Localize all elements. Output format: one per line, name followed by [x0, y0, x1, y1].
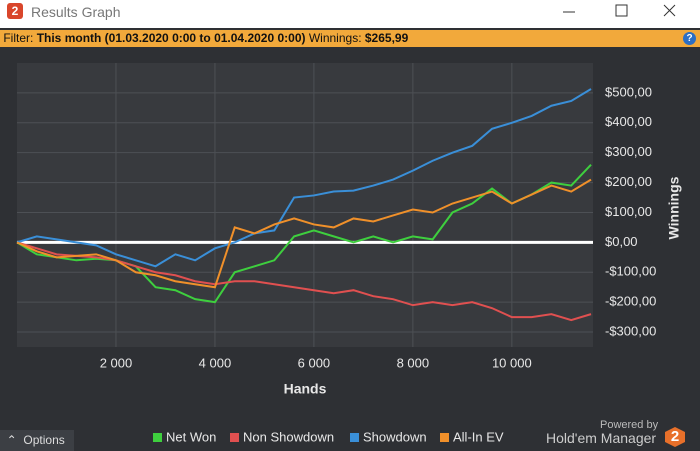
plot-area: [17, 63, 593, 347]
app-icon: 2: [7, 3, 23, 19]
y-tick-label: $200,00: [605, 174, 652, 189]
filter-bar: Filter: This month (01.03.2020 0:00 to 0…: [0, 30, 700, 47]
x-tick-label: 10 000: [492, 355, 532, 370]
x-axis-label: Hands: [284, 381, 327, 397]
y-tick-label: -$300,00: [605, 323, 656, 338]
x-tick-label: 8 000: [397, 355, 430, 370]
close-button[interactable]: [663, 4, 676, 17]
brand: Hold'em Manager: [546, 430, 657, 446]
winnings-value: $265,99: [364, 31, 409, 45]
y-tick-label: $100,00: [605, 204, 652, 219]
legend-swatch: [153, 433, 162, 442]
y-tick-label: -$100,00: [605, 264, 656, 279]
options-label: Options: [23, 433, 65, 447]
legend-swatch: [350, 433, 359, 442]
y-tick-label: $400,00: [605, 114, 652, 129]
chart: -$300,00 -$200,00 -$100,00 $0,00 $100,00 $200…: [16, 63, 682, 444]
window-controls: [563, 4, 676, 17]
x-tick-label: 6 000: [298, 355, 331, 370]
options-button[interactable]: ⌃ Options: [0, 430, 74, 451]
y-tick-label: $500,00: [605, 84, 652, 99]
y-tick-label: $0,00: [605, 234, 638, 249]
filter-period: This month (01.03.2020 0:00 to 01.04.202…: [36, 31, 306, 45]
x-tick-label: 2 000: [100, 355, 133, 370]
x-tick-label: 4 000: [199, 355, 232, 370]
filter-label: Filter:: [3, 31, 34, 45]
legend-swatch: [440, 433, 449, 442]
series-line: [16, 178, 592, 289]
y-tick-label: $300,00: [605, 144, 652, 159]
y-tick-label: -$200,00: [605, 294, 656, 309]
window-title: Results Graph: [31, 4, 121, 20]
winnings-label: Winnings:: [308, 31, 362, 45]
brand-logo: 2: [665, 427, 685, 447]
legend-swatch: [230, 433, 239, 442]
maximize-button[interactable]: [615, 4, 628, 17]
y-axis-label: Winnings: [666, 176, 682, 239]
legend-label: Showdown: [363, 429, 427, 444]
title-bar: 2 Results Graph: [0, 0, 700, 28]
powered-by: Powered by: [600, 419, 659, 431]
legend-label: All-In EV: [453, 429, 504, 444]
legend-label: Net Won: [166, 429, 216, 444]
series-line: [16, 88, 592, 268]
help-button[interactable]: ?: [683, 32, 696, 45]
legend-label: Non Showdown: [243, 429, 334, 444]
